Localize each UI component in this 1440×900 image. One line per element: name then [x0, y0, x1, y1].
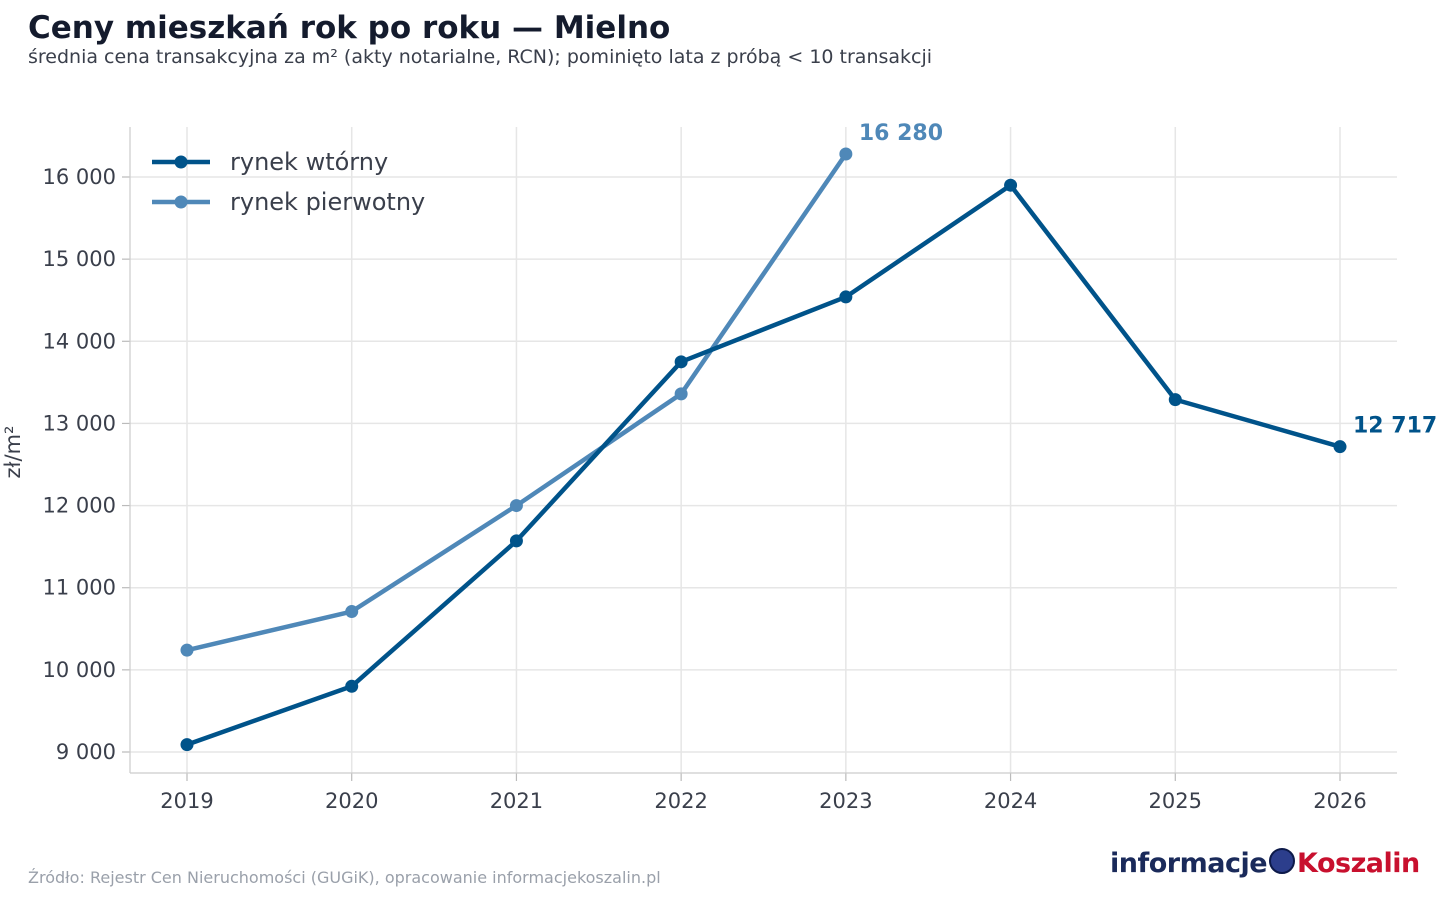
data-label-pierwotny: 16 280 [859, 121, 943, 146]
y-tick-label: 11 000 [43, 576, 116, 600]
data-point-wtorny [1333, 440, 1347, 454]
data-label-wtorny: 12 717 [1353, 414, 1437, 439]
y-tick-label: 13 000 [43, 411, 116, 435]
data-point-wtorny [1004, 178, 1018, 192]
x-tick-label: 2024 [984, 789, 1037, 813]
data-point-wtorny [180, 738, 194, 752]
axes: 9 000 10 000 11 000 12 000 13 000 14 000 15 00… [43, 127, 1397, 813]
legend-swatch-marker-wtorny [174, 155, 188, 169]
legend-label-wtorny: rynek wtórny [230, 148, 388, 176]
chart-title: Ceny mieszkań rok po roku — Mielno [28, 10, 671, 46]
legend-swatch-marker-pierwotny [174, 195, 188, 209]
chart-subtitle: średnia cena transakcyjna za m² (akty no… [28, 46, 933, 68]
x-tick-label: 2020 [325, 789, 378, 813]
legend-label-pierwotny: rynek pierwotny [230, 188, 425, 216]
y-tick-label: 14 000 [43, 329, 116, 353]
data-point-pierwotny [839, 147, 853, 161]
data-point-pierwotny [674, 387, 688, 401]
legend: rynek wtórny rynek pierwotny [152, 148, 425, 216]
logo-text-informacje: informacje [1110, 848, 1268, 879]
data-point-pierwotny [509, 499, 523, 513]
x-tick-label: 2025 [1149, 789, 1202, 813]
y-axis-label: zł/m² [1, 426, 25, 479]
logo-text-koszalin: Koszalin [1297, 848, 1420, 879]
y-tick-label: 10 000 [43, 658, 116, 682]
source-note: Źródło: Rejestr Cen Nieruchomości (GUGiK… [28, 868, 661, 887]
data-point-pierwotny [180, 643, 194, 657]
series-group: 16 280 12 717 [180, 121, 1437, 752]
x-tick-label: 2026 [1313, 789, 1366, 813]
data-point-wtorny [1168, 393, 1182, 407]
globe-icon [1269, 848, 1296, 874]
y-tick-label: 16 000 [43, 165, 116, 189]
data-point-wtorny [674, 355, 688, 369]
data-point-pierwotny [345, 605, 359, 619]
y-tick-label: 9 000 [56, 740, 116, 764]
x-tick-label: 2022 [654, 789, 707, 813]
series-line-wtorny [184, 182, 1343, 747]
brand-logo: informacje Koszalin [1110, 848, 1420, 879]
x-tick-label: 2019 [160, 789, 213, 813]
data-point-wtorny [509, 534, 523, 548]
x-tick-label: 2021 [490, 789, 543, 813]
grid-lines [130, 127, 1397, 773]
data-point-wtorny [839, 290, 853, 304]
x-tick-label: 2023 [819, 789, 872, 813]
y-tick-label: 12 000 [43, 494, 116, 518]
y-tick-label: 15 000 [43, 247, 116, 271]
data-point-wtorny [345, 679, 359, 693]
